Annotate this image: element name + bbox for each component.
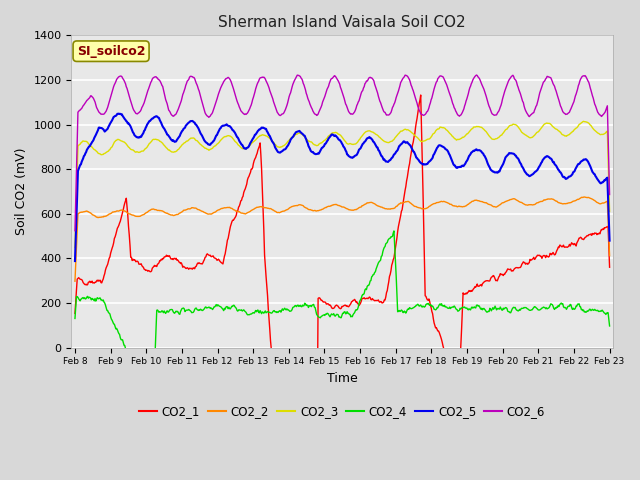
CO2_3 [605,209,613,215]
CO2_6 [190,74,198,80]
CO2_2 [423,205,431,211]
CO2_4 [390,228,398,234]
Y-axis label: Soil CO2 (mV): Soil CO2 (mV) [15,148,28,235]
CO2_5 [219,123,227,129]
CO2_4 [424,300,432,306]
CO2_3 [71,245,79,251]
CO2_5 [71,258,79,264]
CO2_1 [424,297,432,303]
CO2_6 [472,72,480,78]
CO2_5 [136,134,144,140]
CO2_4 [149,403,157,409]
CO2_4 [605,323,613,329]
CO2_5 [115,111,123,117]
Text: SI_soilco2: SI_soilco2 [77,45,145,58]
CO2_1 [408,146,415,152]
CO2_5 [605,238,613,243]
Line: CO2_6: CO2_6 [75,75,609,231]
CO2_3 [423,137,431,143]
CO2_1 [136,261,143,267]
CO2_5 [191,120,198,126]
Line: CO2_1: CO2_1 [75,95,609,480]
CO2_1 [605,264,613,270]
CO2_2 [407,201,415,206]
CO2_1 [71,311,79,316]
CO2_2 [218,205,226,211]
CO2_6 [136,109,143,115]
Line: CO2_2: CO2_2 [75,197,609,281]
CO2_3 [407,129,415,135]
CO2_6 [407,82,415,88]
CO2_3 [190,135,198,141]
CO2_3 [580,119,588,124]
CO2_4 [409,305,417,311]
CO2_1 [81,281,88,287]
CO2_4 [136,376,143,382]
CO2_2 [71,278,79,284]
CO2_2 [81,209,88,215]
CO2_5 [81,152,88,158]
Title: Sherman Island Vaisala Soil CO2: Sherman Island Vaisala Soil CO2 [218,15,466,30]
CO2_4 [71,315,79,321]
CO2_2 [136,214,143,219]
CO2_3 [81,138,88,144]
CO2_6 [81,101,88,107]
CO2_2 [580,194,588,200]
CO2_5 [408,145,415,151]
CO2_3 [136,149,143,155]
CO2_1 [190,265,198,271]
CO2_1 [417,92,424,98]
CO2_6 [423,109,431,115]
Legend: CO2_1, CO2_2, CO2_3, CO2_4, CO2_5, CO2_6: CO2_1, CO2_2, CO2_3, CO2_4, CO2_5, CO2_6 [134,400,550,423]
CO2_5 [424,161,431,167]
Line: CO2_5: CO2_5 [75,114,609,261]
CO2_3 [218,136,226,142]
Line: CO2_3: CO2_3 [75,121,609,248]
CO2_6 [218,82,226,87]
CO2_4 [219,306,227,312]
CO2_2 [190,205,198,211]
CO2_6 [605,192,613,197]
Line: CO2_4: CO2_4 [75,231,609,406]
CO2_2 [605,252,613,258]
CO2_1 [218,261,226,266]
CO2_6 [71,228,79,234]
X-axis label: Time: Time [327,372,358,385]
CO2_4 [191,307,198,312]
CO2_4 [81,295,88,300]
